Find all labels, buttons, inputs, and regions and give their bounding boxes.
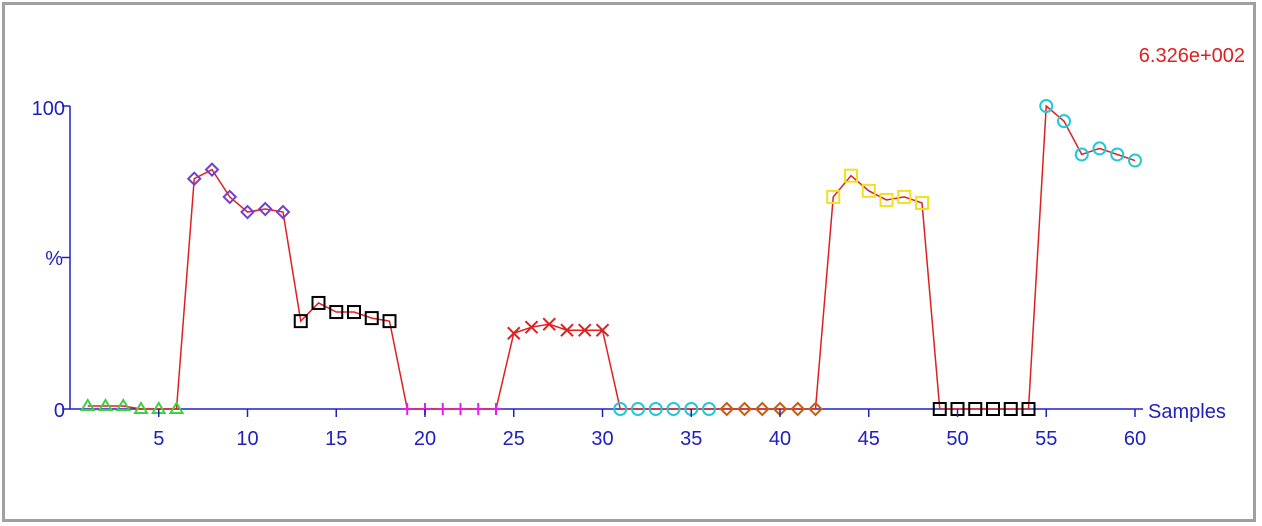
axes	[62, 105, 1143, 410]
data-point-triangle	[97, 398, 114, 411]
x-tick-label: 55	[1035, 428, 1057, 450]
x-tick-label: 20	[414, 428, 436, 450]
data-point-triangle	[79, 398, 96, 411]
data-point-square	[915, 195, 929, 210]
data-point-diamond	[257, 201, 273, 217]
data-point-triangle	[168, 401, 185, 414]
data-point-square	[932, 402, 947, 416]
x-tick-label: 40	[769, 428, 791, 450]
data-point-diamond	[790, 401, 806, 417]
data-point-plus	[436, 403, 449, 415]
x-tick-label: 5	[153, 428, 164, 450]
data-point-plus	[454, 403, 467, 415]
data-point-diamond	[719, 401, 735, 417]
series-line	[87, 104, 1136, 410]
data-point-square	[826, 189, 841, 204]
chart-plot: 6.326e+002 100 % 0 Samples 5 10 15 20 25 30 35…	[32, 45, 1245, 450]
x-tick-label: 35	[680, 428, 702, 450]
data-point-x	[507, 326, 521, 340]
data-point-square	[861, 183, 876, 198]
data-point-diamond	[204, 162, 220, 178]
data-point-circle	[631, 402, 645, 416]
data-point-diamond	[754, 401, 770, 417]
data-point-circle	[702, 402, 716, 416]
data-point-circle	[1092, 141, 1107, 156]
data-point-circle	[648, 402, 663, 416]
data-point-triangle	[115, 398, 132, 411]
data-point-diamond	[808, 401, 823, 417]
markers	[79, 99, 1142, 417]
data-point-diamond	[240, 204, 255, 220]
x-tick-label: 10	[236, 428, 258, 450]
x-axis-label: Samples	[1148, 401, 1226, 423]
x-tick-label: 50	[946, 428, 968, 450]
data-point-x	[560, 323, 574, 337]
data-point-circle	[613, 402, 628, 416]
data-point-square	[1021, 402, 1036, 416]
scale-label: 6.326e+002	[1139, 45, 1245, 67]
data-point-plus	[472, 403, 485, 415]
y-tick-0: 0	[54, 400, 65, 422]
data-point-square	[382, 314, 397, 329]
data-point-x	[578, 323, 592, 337]
data-point-square	[897, 189, 912, 204]
data-point-square	[968, 402, 983, 416]
x-tick-label: 45	[858, 428, 880, 450]
data-point-circle	[1039, 99, 1054, 113]
data-point-circle	[1057, 114, 1071, 129]
data-point-square	[329, 305, 344, 320]
data-point-square	[1003, 402, 1018, 416]
data-point-square	[311, 295, 326, 310]
x-tick-label: 15	[325, 428, 347, 450]
data-point-diamond	[737, 401, 752, 417]
data-point-diamond	[275, 204, 291, 220]
x-tick-label: 60	[1124, 428, 1146, 450]
y-axis-label: %	[45, 248, 63, 270]
data-point-circle	[1110, 147, 1125, 162]
data-point-square	[347, 305, 361, 320]
data-point-circle	[666, 402, 681, 416]
data-point-diamond	[186, 171, 202, 187]
x-ticks: 5 10 15 20 25 30 35 40 45 50 55 60	[153, 409, 1146, 450]
data-point-x	[524, 320, 539, 334]
data-point-plus	[490, 403, 502, 415]
data-point-square	[879, 192, 894, 207]
data-point-square	[293, 314, 308, 329]
data-point-square	[844, 168, 858, 183]
x-tick-label: 30	[591, 428, 613, 450]
data-point-square	[986, 402, 1000, 416]
data-point-circle	[1074, 147, 1089, 162]
series-line	[87, 104, 1136, 410]
y-tick-100: 100	[32, 98, 65, 120]
data-point-x	[542, 317, 556, 331]
data-point-diamond	[222, 189, 238, 205]
data-point-triangle	[133, 401, 149, 414]
x-tick-label: 25	[503, 428, 525, 450]
data-point-plus	[401, 403, 414, 415]
data-point-square	[364, 311, 379, 326]
data-point-x	[595, 323, 610, 337]
data-point-circle	[1128, 153, 1142, 168]
